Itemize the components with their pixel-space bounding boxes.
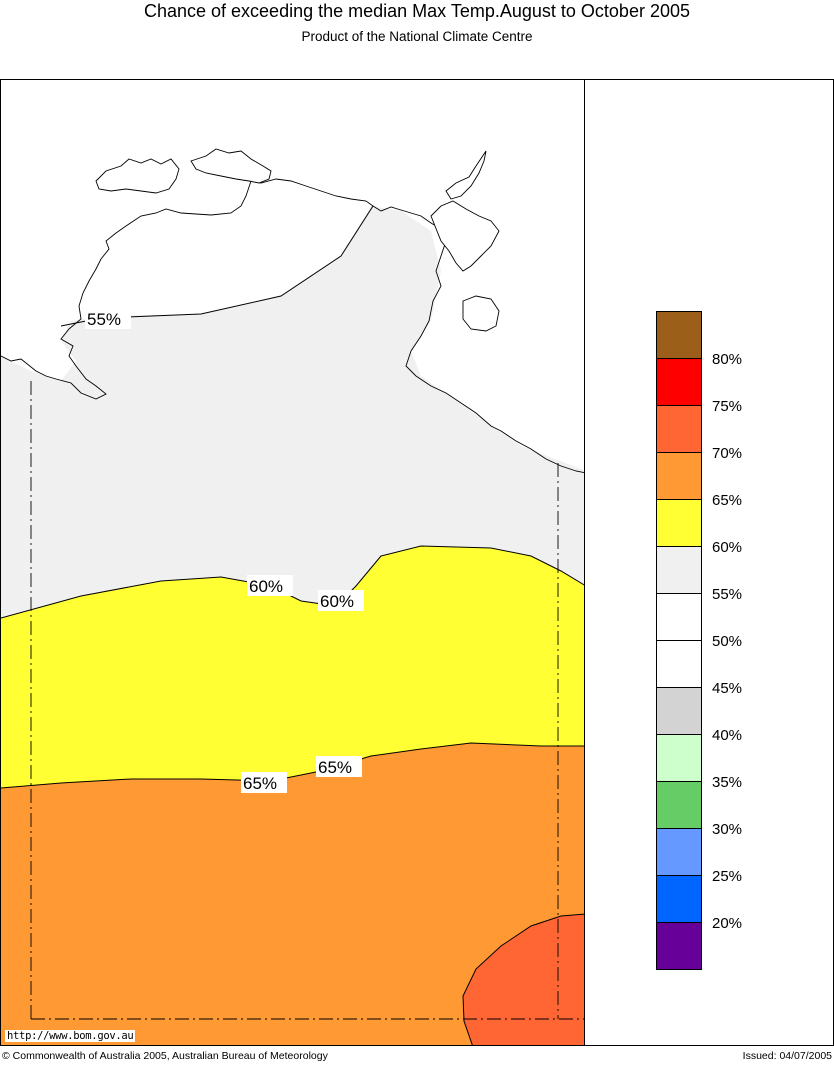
issued-date: Issued: 04/07/2005 [742,1050,832,1062]
legend-swatch [656,453,702,500]
svg-text:60%: 60% [320,592,354,611]
svg-text:55%: 55% [87,310,121,329]
legend-swatch [656,641,702,688]
contour-label-65a: 65% [241,772,287,793]
region-65-70 [1,743,584,1045]
legend-swatch [656,735,702,782]
peninsula-northeast [430,200,500,272]
legend-swatch [656,547,702,594]
svg-text:65%: 65% [243,774,277,793]
legend-swatch [656,500,702,547]
svg-text:60%: 60% [249,577,283,596]
legend-swatch [656,876,702,923]
island-melville [190,148,272,184]
legend-swatch [656,311,702,359]
svg-text:65%: 65% [318,758,352,777]
legend-swatch [656,406,702,453]
legend-label: 65% [712,492,743,509]
legend-swatch [656,688,702,735]
legend-label: 20% [712,915,743,932]
map-panel: 55% 60% 60% 65% 65% [0,79,585,1046]
legend-label: 25% [712,868,743,885]
legend-label: 35% [712,774,743,791]
legend-swatch [656,782,702,829]
island-bathurst [95,158,180,194]
contour-label-60b: 60% [318,590,364,611]
map-subtitle: Product of the National Climate Centre [301,29,533,44]
region-70-75 [463,914,584,1045]
island-east [445,150,487,200]
legend-label: 55% [712,586,743,603]
legend-colorbar [656,311,702,970]
island-groote [462,295,500,332]
contour-label-60a: 60% [247,575,293,596]
legend-swatch [656,829,702,876]
legend-swatch [656,923,702,970]
legend-label: 45% [712,680,743,697]
coastline [1,178,584,474]
legend-panel [585,79,834,1046]
bom-url[interactable]: http://www.bom.gov.au [5,1030,136,1042]
legend-label: 30% [712,821,743,838]
contour-label-55: 55% [85,308,131,329]
legend-label: 75% [712,398,743,415]
legend-swatch [656,594,702,641]
legend-label: 80% [712,351,743,368]
contour-label-65b: 65% [316,756,362,777]
legend-label: 40% [712,727,743,744]
contour-70 [462,913,584,1045]
legend-label: 50% [712,633,743,650]
region-60-65 [1,546,584,788]
map-canvas: 55% 60% 60% 65% 65% [1,148,584,1045]
legend-label: 60% [712,539,743,556]
map-title: Chance of exceeding the median Max Temp.… [143,1,690,21]
copyright-notice: © Commonwealth of Australia 2005, Austra… [2,1050,328,1062]
legend-swatch [656,359,702,406]
region-55-60 [1,206,584,618]
legend-label: 70% [712,445,743,462]
